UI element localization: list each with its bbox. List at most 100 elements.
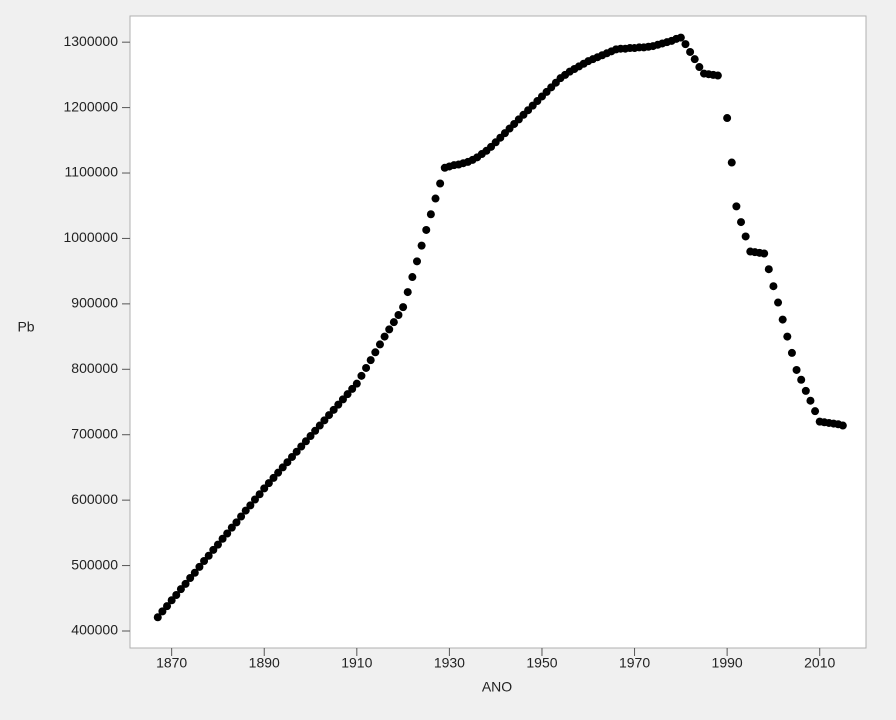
point bbox=[292, 447, 301, 456]
point bbox=[306, 432, 315, 441]
point bbox=[787, 348, 796, 357]
point bbox=[181, 579, 190, 588]
x-axis-label: ANO bbox=[482, 679, 512, 695]
point bbox=[769, 282, 778, 291]
point bbox=[297, 442, 306, 451]
point bbox=[352, 379, 361, 388]
point bbox=[209, 545, 218, 554]
point bbox=[195, 562, 204, 571]
point bbox=[403, 288, 412, 297]
point bbox=[366, 356, 375, 365]
point bbox=[774, 298, 783, 307]
y-tick-label: 800000 bbox=[71, 360, 118, 376]
y-tick-label: 500000 bbox=[71, 556, 118, 572]
point bbox=[431, 194, 440, 203]
point bbox=[172, 591, 181, 600]
point bbox=[232, 518, 241, 527]
point bbox=[723, 114, 732, 123]
x-tick-label: 1950 bbox=[526, 655, 557, 671]
point bbox=[806, 396, 815, 405]
point bbox=[727, 158, 736, 167]
point bbox=[764, 265, 773, 274]
point bbox=[838, 421, 847, 430]
point bbox=[264, 479, 273, 488]
point bbox=[713, 71, 722, 80]
point bbox=[690, 55, 699, 64]
point bbox=[274, 468, 283, 477]
point bbox=[695, 63, 704, 72]
point bbox=[218, 534, 227, 543]
point bbox=[737, 218, 746, 227]
y-tick-label: 400000 bbox=[71, 622, 118, 638]
point bbox=[325, 411, 334, 420]
point bbox=[436, 179, 445, 188]
point bbox=[362, 363, 371, 372]
point bbox=[408, 273, 417, 282]
x-tick-label: 1910 bbox=[341, 655, 372, 671]
y-tick-label: 1200000 bbox=[63, 98, 118, 114]
point bbox=[760, 249, 769, 258]
x-tick-label: 1970 bbox=[619, 655, 650, 671]
point bbox=[426, 210, 435, 219]
point bbox=[681, 40, 690, 49]
point bbox=[315, 421, 324, 430]
point bbox=[371, 348, 380, 357]
point bbox=[385, 325, 394, 334]
point bbox=[223, 529, 232, 538]
y-axis-label: Pb bbox=[17, 319, 34, 335]
point bbox=[246, 501, 255, 510]
point bbox=[163, 602, 172, 611]
point bbox=[167, 596, 176, 605]
point bbox=[412, 257, 421, 266]
point bbox=[676, 33, 685, 42]
point bbox=[250, 495, 259, 504]
point bbox=[158, 607, 167, 616]
point bbox=[176, 585, 185, 594]
point bbox=[186, 573, 195, 582]
point bbox=[320, 416, 329, 425]
point bbox=[237, 512, 246, 521]
point bbox=[741, 232, 750, 241]
x-tick-label: 1870 bbox=[156, 655, 187, 671]
point bbox=[227, 523, 236, 532]
point bbox=[200, 556, 209, 565]
point bbox=[797, 375, 806, 384]
x-tick-label: 1990 bbox=[712, 655, 743, 671]
point bbox=[343, 390, 352, 399]
point bbox=[260, 484, 269, 493]
point bbox=[329, 405, 338, 414]
point bbox=[334, 400, 343, 409]
point bbox=[792, 365, 801, 374]
point bbox=[778, 315, 787, 324]
point bbox=[686, 47, 695, 56]
point bbox=[190, 568, 199, 577]
y-tick-label: 700000 bbox=[71, 425, 118, 441]
x-tick-label: 1890 bbox=[249, 655, 280, 671]
point bbox=[422, 225, 431, 234]
point bbox=[394, 310, 403, 319]
point bbox=[732, 202, 741, 211]
point bbox=[269, 473, 278, 482]
point bbox=[338, 395, 347, 404]
point bbox=[301, 437, 310, 446]
point bbox=[255, 490, 264, 499]
point bbox=[380, 332, 389, 341]
point bbox=[241, 506, 250, 515]
point bbox=[357, 371, 366, 380]
point bbox=[311, 426, 320, 435]
point bbox=[801, 386, 810, 395]
point bbox=[283, 458, 292, 467]
point bbox=[348, 384, 357, 393]
point bbox=[389, 318, 398, 327]
point bbox=[375, 340, 384, 349]
point bbox=[278, 463, 287, 472]
y-tick-label: 900000 bbox=[71, 295, 118, 311]
y-tick-label: 1300000 bbox=[63, 33, 118, 49]
point bbox=[288, 452, 297, 461]
y-tick-label: 1000000 bbox=[63, 229, 118, 245]
x-tick-label: 2010 bbox=[804, 655, 835, 671]
point bbox=[153, 613, 162, 622]
point bbox=[204, 551, 213, 560]
point bbox=[213, 540, 222, 549]
